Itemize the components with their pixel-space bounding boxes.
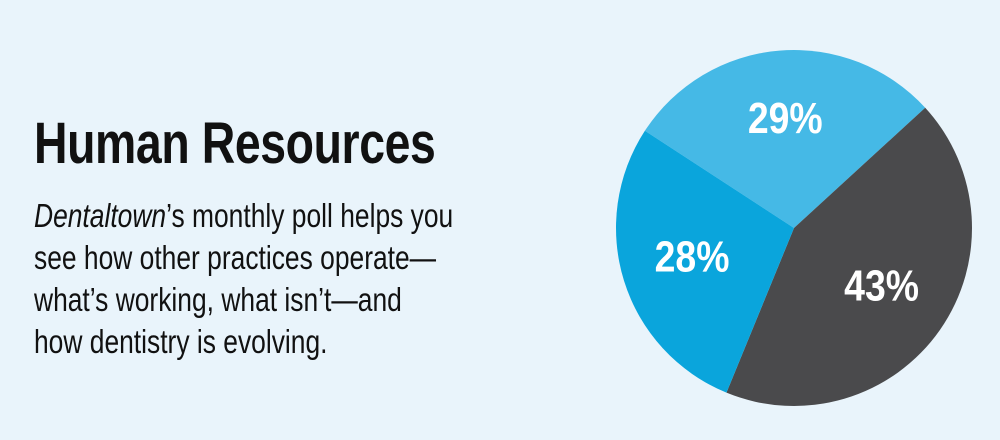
text: ’s monthly poll helps you — [166, 197, 454, 234]
chart-title: Human Resources — [34, 111, 436, 176]
pie-slice — [644, 50, 926, 228]
data-label: 28% — [655, 232, 730, 282]
data-label: 29% — [748, 93, 823, 143]
description-line: how dentistry is evolving. — [34, 323, 328, 360]
data-label: 43% — [844, 261, 919, 311]
description-line: see how other practices operate— — [34, 239, 437, 276]
pie-slice — [616, 130, 794, 393]
description: Dentaltown’s monthly poll helps you see h… — [34, 195, 594, 363]
pie-slice — [726, 107, 972, 406]
description-line: Dentaltown’s monthly poll helps you — [34, 195, 594, 237]
description-line: what’s working, what isn’t—and — [34, 281, 402, 318]
italic-text: Dentaltown — [34, 197, 167, 234]
text-block: Human Resources Dentaltown’s monthly pol… — [34, 110, 594, 363]
